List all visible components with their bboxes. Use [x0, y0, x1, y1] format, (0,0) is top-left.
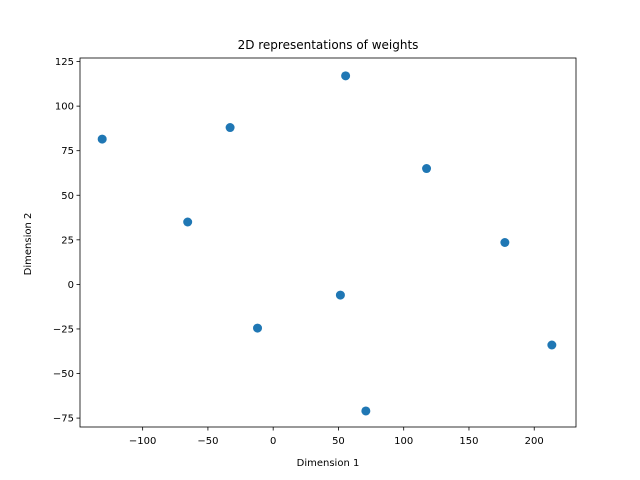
- x-tick-label: −50: [197, 436, 218, 447]
- scatter-point: [97, 134, 107, 144]
- y-tick-label: 50: [61, 191, 74, 202]
- scatter-point: [547, 340, 557, 350]
- y-tick-label: −25: [53, 324, 74, 335]
- scatter-point: [361, 406, 371, 416]
- scatter-point: [500, 238, 510, 247]
- y-tick-label: 75: [61, 146, 74, 157]
- scatter-point: [253, 323, 263, 333]
- x-tick-label: 50: [332, 436, 345, 447]
- x-axis-label: Dimension 1: [297, 458, 360, 469]
- scatter-point: [225, 123, 235, 133]
- y-tick-label: 100: [55, 102, 74, 113]
- y-tick-label: 0: [68, 280, 74, 291]
- x-tick-label: 100: [394, 436, 413, 447]
- y-tick-label: −75: [53, 414, 74, 425]
- x-tick-label: 200: [525, 436, 544, 447]
- scatter-point: [422, 164, 432, 174]
- y-tick-label: −50: [53, 369, 74, 380]
- y-axis-label: Dimension 2: [23, 213, 34, 276]
- chart-title: 2D representations of weights: [238, 38, 419, 52]
- y-tick-label: 125: [55, 57, 74, 68]
- plot-area: −100 −50 0 50 100 150 200 −75 −50 −25 0 25 50 75 100 12…: [53, 57, 577, 447]
- x-tick-label: 0: [270, 436, 276, 447]
- scatter-point: [183, 217, 193, 227]
- scatter-point: [335, 290, 345, 300]
- x-tick-label: 150: [459, 436, 478, 447]
- scatter-point: [341, 71, 351, 81]
- y-tick-label: 25: [61, 235, 74, 246]
- x-tick-label: −100: [129, 436, 156, 447]
- axes-frame: [79, 57, 577, 428]
